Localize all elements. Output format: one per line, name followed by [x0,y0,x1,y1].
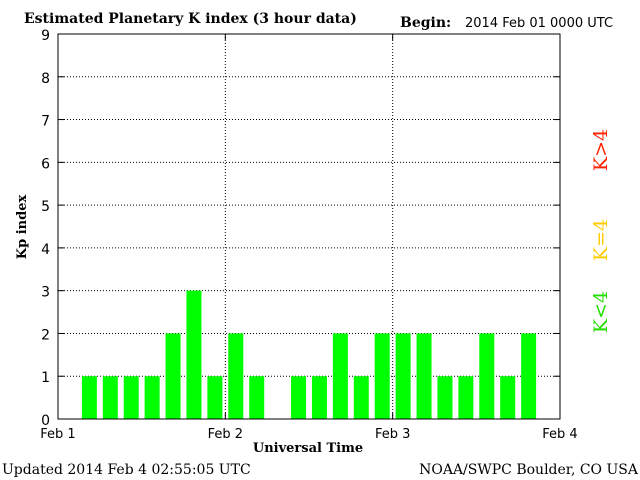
y-tick-label: 1 [41,370,50,386]
plot-frame [57,33,561,420]
kp-bar [102,376,118,419]
kp-bar [395,333,411,419]
y-tick-label: 2 [41,327,50,343]
y-axis-label: Kp index [15,195,30,260]
begin-value: 2014 Feb 01 0000 UTC [465,16,613,31]
x-axis-label: Universal Time [253,441,363,456]
chart-title: Estimated Planetary K index (3 hour data… [24,11,357,27]
kp-bar [521,333,537,419]
legend-item: K=4 [590,219,612,261]
x-tick-label: Feb 4 [542,427,577,442]
y-tick-label: 4 [41,242,50,258]
y-tick-label: 3 [41,285,50,301]
y-tick-label: 8 [41,71,50,87]
kp-bar [123,376,139,419]
kp-bar [332,333,348,419]
kp-bar [228,333,244,419]
plot-area: 0 1 2 3 4 5 6 7 8 9 Feb 1 Feb 2 Feb 3 Feb 4 [40,28,577,442]
kp-bar [416,333,432,419]
footer-updated: Updated 2014 Feb 4 02:55:05 UTC [2,462,251,478]
kp-bar [291,376,307,419]
x-tick-label: Feb 3 [375,427,410,442]
kp-bar [144,376,160,419]
y-tick-label: 5 [41,199,50,215]
y-tick-label: 7 [41,114,50,130]
kp-bar [479,333,495,419]
legend: K<4 K=4 K>4 [590,129,612,333]
kp-bar [458,376,474,419]
kp-bar [311,376,327,419]
x-tick-label: Feb 1 [40,427,75,442]
kp-bar [207,376,223,419]
footer-source: NOAA/SWPC Boulder, CO USA [419,462,639,478]
legend-item: K<4 [590,291,612,333]
begin-label: Begin: [400,15,451,31]
kp-bar [500,376,516,419]
kp-bar [186,290,202,419]
kp-bar [353,376,369,419]
kp-bar [249,376,265,419]
y-tick-label: 9 [41,28,50,44]
x-tick-label: Feb 2 [208,427,243,442]
y-tick-label: 0 [41,413,50,429]
y-tick-label: 6 [41,156,50,172]
kp-bar [165,333,181,419]
kp-bar [437,376,453,419]
kp-bar [81,376,97,419]
kp-bar [374,333,390,419]
legend-item: K>4 [590,129,612,171]
